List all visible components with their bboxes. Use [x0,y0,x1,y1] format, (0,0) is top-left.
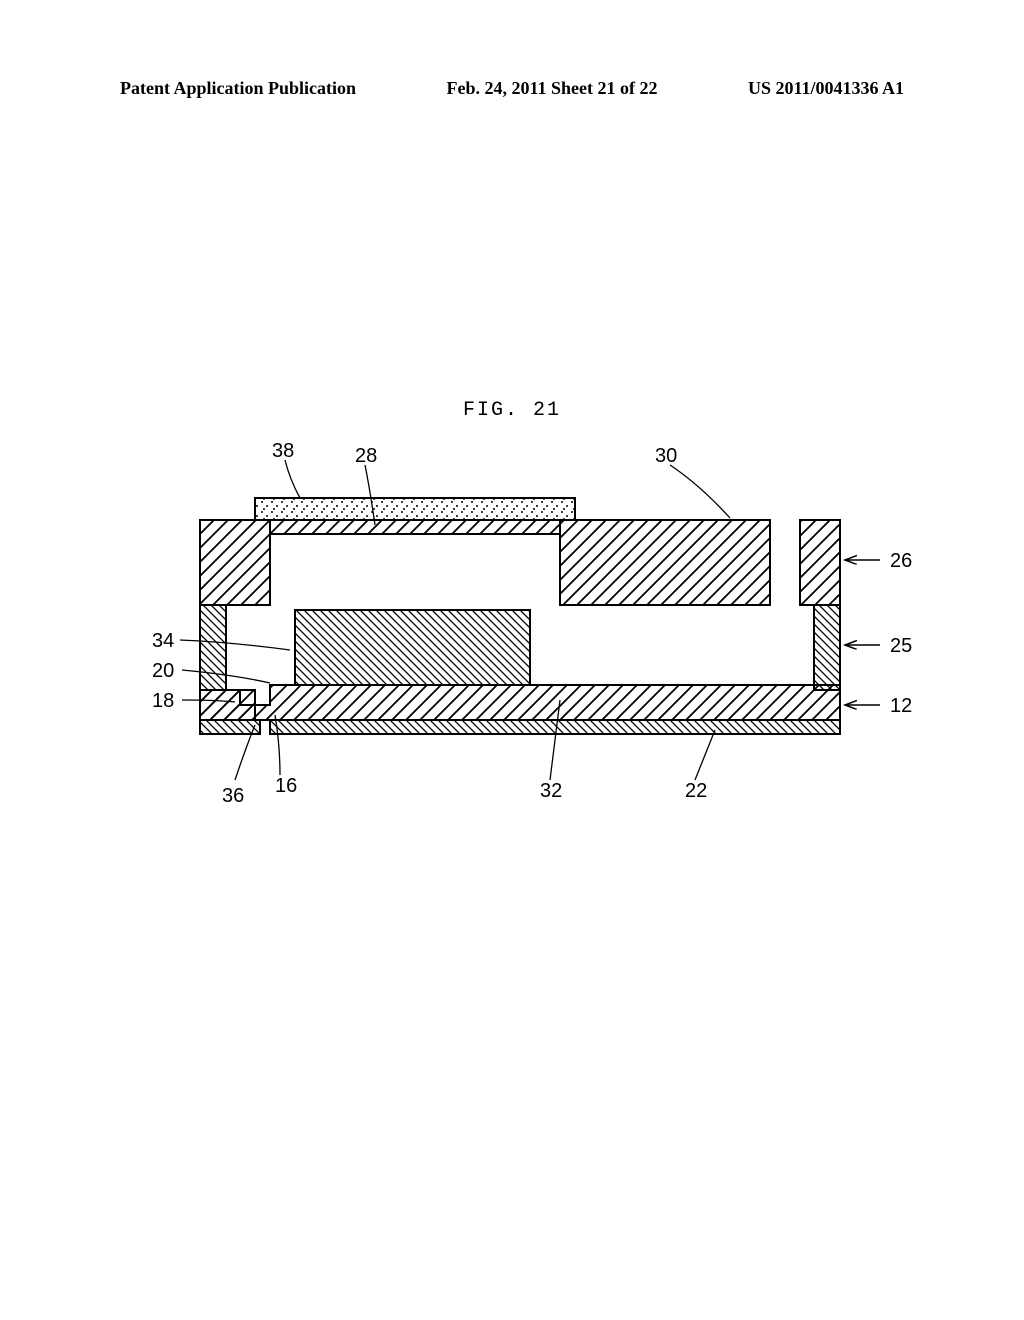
label-38: 38 [272,440,294,463]
block-34 [295,610,530,685]
label-20: 20 [152,660,174,683]
header-center: Feb. 24, 2011 Sheet 21 of 22 [447,78,658,99]
page-header: Patent Application Publication Feb. 24, … [0,78,1024,99]
header-left: Patent Application Publication [120,78,356,99]
label-26: 26 [890,550,912,573]
plate-28 [270,520,560,534]
layer-12 [200,685,840,720]
layer-22-left [200,720,260,734]
label-25: 25 [890,635,912,658]
label-28: 28 [355,445,377,468]
wall-25-left [200,605,226,690]
label-22: 22 [685,780,707,803]
label-32: 32 [540,780,562,803]
wall-25-right [814,605,840,690]
label-12: 12 [890,695,912,718]
layer-38 [255,498,575,520]
figure-title: FIG. 21 [0,399,1024,422]
layer-26-left [200,520,270,605]
layer-26-mid [560,520,770,605]
label-34: 34 [152,630,174,653]
label-16: 16 [275,775,297,798]
header-right: US 2011/0041336 A1 [748,78,904,99]
piece-18 [200,690,255,720]
patent-diagram: 38 28 30 26 25 12 34 20 18 36 16 32 22 [140,430,884,830]
diagram-svg [140,430,884,830]
label-18: 18 [152,690,174,713]
layer-26-right [800,520,840,605]
label-30: 30 [655,445,677,468]
layer-22 [270,720,840,734]
label-36: 36 [222,785,244,808]
